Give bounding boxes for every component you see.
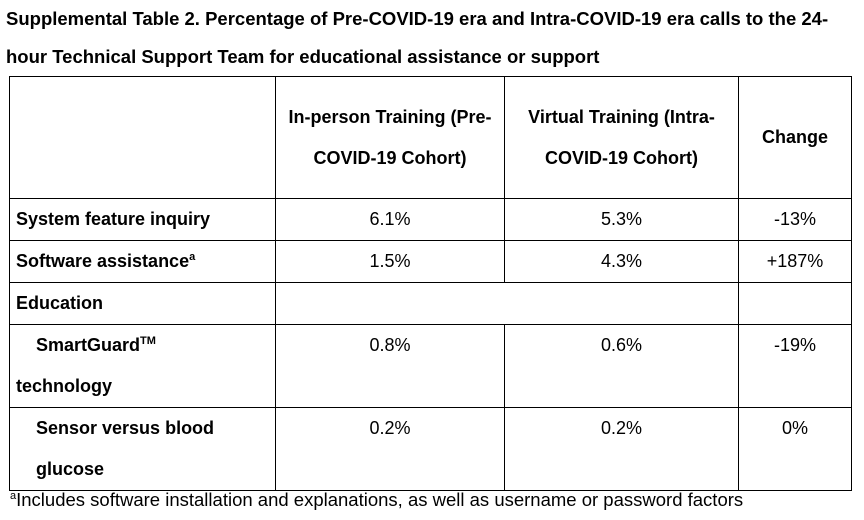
education-blank-change bbox=[738, 282, 852, 325]
cell-change: -19% bbox=[738, 324, 852, 408]
cell-in-person: 0.2% bbox=[275, 407, 505, 491]
cell-change: 0% bbox=[738, 407, 852, 491]
cell-change: -13% bbox=[738, 198, 852, 241]
table-row: SmartGuardTM technology 0.8% 0.6% -19% bbox=[9, 324, 852, 408]
table-row: Education bbox=[9, 282, 852, 325]
cell-in-person: 6.1% bbox=[275, 198, 505, 241]
table-row: System feature inquiry 6.1% 5.3% -13% bbox=[9, 198, 852, 241]
row-label-text: Software assistance bbox=[16, 251, 190, 271]
table-row: Software assistancea 1.5% 4.3% +187% bbox=[9, 240, 852, 283]
cell-in-person: 0.8% bbox=[275, 324, 505, 408]
cell-in-person: 1.5% bbox=[275, 240, 505, 283]
row-label-cont: technology bbox=[16, 376, 113, 396]
footnote-marker: a bbox=[10, 489, 17, 502]
cell-virtual: 0.6% bbox=[504, 324, 739, 408]
table-header-row: In-person Training (Pre-COVID-19 Cohort)… bbox=[9, 76, 852, 199]
row-label-sensor: Sensor versus blood glucose bbox=[9, 407, 276, 491]
row-label-education: Education bbox=[9, 282, 276, 325]
table-footnote: aIncludes software installation and expl… bbox=[10, 486, 860, 514]
header-virtual: Virtual Training (Intra-COVID-19 Cohort) bbox=[504, 76, 739, 199]
sensor-label: Sensor versus blood glucose bbox=[36, 418, 215, 479]
header-blank-cell bbox=[9, 76, 276, 199]
row-label-text: SmartGuard bbox=[36, 335, 141, 355]
table-row: Sensor versus blood glucose 0.2% 0.2% 0% bbox=[9, 407, 852, 491]
cell-virtual: 0.2% bbox=[504, 407, 739, 491]
header-change: Change bbox=[738, 76, 852, 199]
row-label-system-feature: System feature inquiry bbox=[9, 198, 276, 241]
trademark-mark: TM bbox=[140, 335, 156, 347]
footnote-text: Includes software installation and expla… bbox=[16, 489, 744, 510]
data-table: In-person Training (Pre-COVID-19 Cohort)… bbox=[9, 76, 852, 491]
table-title: Supplemental Table 2. Percentage of Pre-… bbox=[6, 8, 829, 67]
education-blank-span bbox=[275, 282, 739, 325]
footnote-marker: a bbox=[189, 251, 196, 263]
header-in-person: In-person Training (Pre-COVID-19 Cohort) bbox=[275, 76, 505, 199]
row-label-software: Software assistancea bbox=[9, 240, 276, 283]
row-label-smartguard: SmartGuardTM technology bbox=[9, 324, 276, 408]
cell-virtual: 4.3% bbox=[504, 240, 739, 283]
cell-virtual: 5.3% bbox=[504, 198, 739, 241]
cell-change: +187% bbox=[738, 240, 852, 283]
row-label-text: Sensor versus blood glucose bbox=[16, 409, 269, 490]
